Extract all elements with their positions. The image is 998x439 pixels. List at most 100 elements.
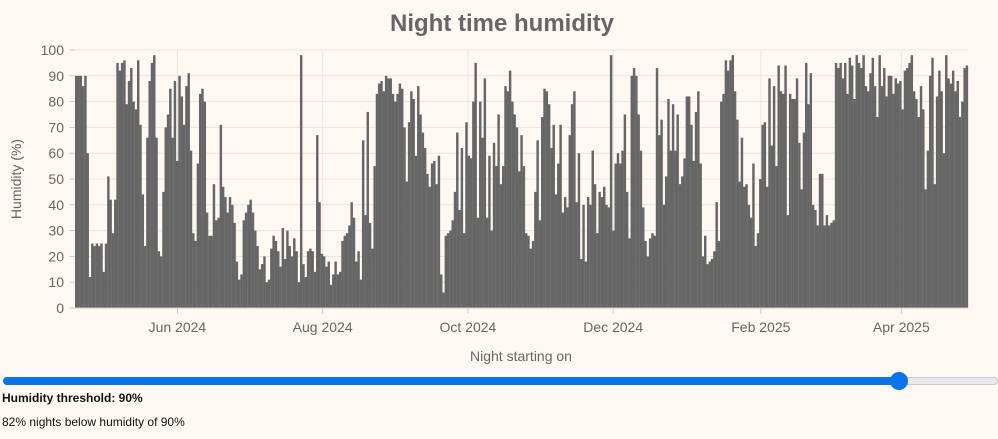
humidity-bar bbox=[694, 111, 698, 308]
humidity-bar bbox=[366, 111, 369, 308]
humidity-bar bbox=[79, 75, 83, 308]
humidity-bar bbox=[458, 209, 461, 308]
humidity-bar bbox=[681, 176, 684, 308]
humidity-bar bbox=[896, 83, 900, 308]
humidity-bar bbox=[343, 235, 347, 308]
humidity-bar bbox=[334, 261, 337, 308]
humidity-bar bbox=[497, 114, 500, 308]
humidity-bar bbox=[400, 88, 404, 308]
humidity-bar bbox=[304, 277, 308, 308]
humidity-bar bbox=[701, 256, 705, 308]
humidity-bar bbox=[515, 127, 519, 309]
slider-thumb[interactable] bbox=[889, 372, 908, 390]
humidity-bar bbox=[605, 204, 608, 308]
humidity-bar bbox=[715, 202, 718, 308]
humidity-bar bbox=[559, 124, 562, 308]
humidity-bar bbox=[325, 266, 328, 308]
humidity-bar bbox=[465, 122, 468, 309]
humidity-bar bbox=[164, 127, 167, 309]
humidity-chart: Night time humidity 0 10 20 30 40 50 60 70 80 90 1… bbox=[8, 10, 969, 364]
humidity-bar bbox=[841, 78, 845, 308]
humidity-bar bbox=[224, 197, 227, 308]
humidity-bar bbox=[612, 230, 615, 308]
humidity-bar bbox=[139, 124, 142, 308]
humidity-bar bbox=[924, 189, 927, 308]
humidity-bar bbox=[469, 158, 473, 308]
humidity-bar bbox=[830, 222, 833, 308]
humidity-bar bbox=[274, 240, 278, 308]
humidity-threshold-slider[interactable] bbox=[0, 372, 998, 390]
humidity-bar bbox=[387, 78, 390, 308]
summary-text: 82% nights below humidity of 90% bbox=[2, 415, 185, 429]
humidity-bar bbox=[655, 68, 659, 308]
humidity-bar bbox=[288, 246, 291, 308]
humidity-bar bbox=[483, 78, 487, 308]
humidity-bar bbox=[513, 114, 516, 308]
humidity-bar bbox=[456, 132, 459, 308]
humidity-bar bbox=[178, 75, 181, 308]
humidity-bar bbox=[210, 235, 213, 308]
humidity-bar bbox=[182, 124, 186, 308]
humidity-bar bbox=[359, 279, 363, 308]
humidity-bar bbox=[573, 91, 576, 308]
humidity-bar bbox=[839, 62, 842, 309]
humidity-bar bbox=[807, 104, 810, 309]
humidity-bar bbox=[827, 225, 831, 308]
x-tick-label: Apr 2025 bbox=[873, 319, 930, 335]
humidity-bar bbox=[623, 114, 627, 308]
humidity-bar bbox=[763, 122, 767, 309]
humidity-bar bbox=[472, 101, 475, 308]
humidity-bar bbox=[194, 240, 197, 308]
humidity-bar bbox=[729, 60, 732, 308]
humidity-bar bbox=[784, 65, 787, 308]
humidity-bar bbox=[467, 155, 470, 308]
humidity-bar bbox=[375, 93, 379, 308]
humidity-bar bbox=[545, 91, 549, 308]
humidity-bar bbox=[141, 194, 145, 308]
humidity-bar bbox=[798, 142, 801, 308]
humidity-bar bbox=[575, 202, 578, 308]
humidity-bar bbox=[938, 70, 941, 308]
humidity-bar bbox=[368, 222, 372, 308]
humidity-bar bbox=[506, 91, 510, 308]
humidity-bar bbox=[632, 68, 636, 308]
humidity-bar bbox=[720, 101, 723, 308]
humidity-bar bbox=[765, 186, 769, 308]
humidity-bar bbox=[800, 189, 803, 308]
humidity-bar bbox=[446, 233, 450, 308]
humidity-bar bbox=[382, 91, 386, 308]
humidity-bar bbox=[208, 235, 211, 308]
humidity-bar bbox=[524, 233, 528, 308]
humidity-bar bbox=[338, 271, 342, 308]
humidity-bar bbox=[743, 186, 746, 308]
humidity-bar bbox=[428, 186, 431, 308]
humidity-bar bbox=[756, 233, 760, 308]
humidity-bar bbox=[844, 62, 847, 309]
humidity-bar bbox=[176, 160, 179, 308]
humidity-bar bbox=[860, 68, 863, 308]
humidity-bar bbox=[802, 132, 806, 308]
humidity-bar bbox=[405, 181, 409, 308]
humidity-bar bbox=[146, 137, 149, 308]
humidity-bar bbox=[855, 55, 858, 308]
humidity-bar bbox=[667, 99, 670, 309]
humidity-bar bbox=[251, 212, 255, 308]
x-axis-title: Night starting on bbox=[470, 348, 572, 364]
humidity-bar bbox=[644, 240, 647, 308]
humidity-bar bbox=[866, 91, 870, 308]
humidity-bar bbox=[95, 243, 99, 308]
humidity-bar bbox=[272, 235, 275, 308]
humidity-bar bbox=[809, 73, 813, 308]
humidity-bar bbox=[125, 104, 128, 309]
humidity-bar bbox=[557, 163, 560, 308]
humidity-bar bbox=[586, 197, 590, 308]
humidity-bar bbox=[738, 181, 741, 308]
humidity-bar bbox=[782, 93, 785, 308]
humidity-bar bbox=[717, 240, 721, 308]
humidity-bar bbox=[192, 233, 195, 308]
humidity-bar bbox=[602, 186, 606, 308]
humidity-bar bbox=[931, 57, 934, 308]
humidity-bar bbox=[444, 235, 448, 308]
humidity-bar bbox=[710, 258, 714, 308]
humidity-bar bbox=[228, 197, 232, 308]
